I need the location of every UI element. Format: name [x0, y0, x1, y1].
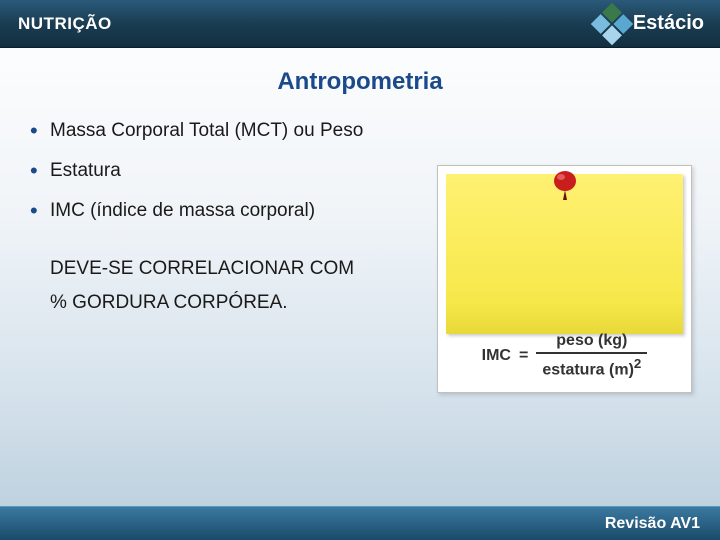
header-title: NUTRIÇÃO [18, 14, 112, 34]
slide-title: Antropometria [30, 68, 690, 96]
formula-label: IMC [482, 347, 511, 365]
sticky-note [446, 174, 683, 334]
header-bar: NUTRIÇÃO Estácio [0, 0, 720, 48]
imc-formula: IMC = peso (kg) estatura (m)2 [438, 332, 691, 380]
footer-bar: Revisão AV1 [0, 506, 720, 540]
denominator: estatura (m)2 [536, 352, 647, 380]
brand-name: Estácio [633, 12, 704, 35]
bullet-item: Massa Corporal Total (MCT) ou Peso [30, 120, 690, 142]
pushpin-icon [547, 166, 583, 202]
footer-text: Revisão AV1 [605, 515, 700, 533]
fraction: peso (kg) estatura (m)2 [536, 332, 647, 380]
sticky-note-frame: IMC = peso (kg) estatura (m)2 [437, 165, 692, 393]
numerator: peso (kg) [550, 332, 633, 352]
brand-logo: Estácio [597, 9, 704, 39]
logo-diamond-icon [591, 2, 633, 44]
equals-sign: = [519, 347, 528, 365]
